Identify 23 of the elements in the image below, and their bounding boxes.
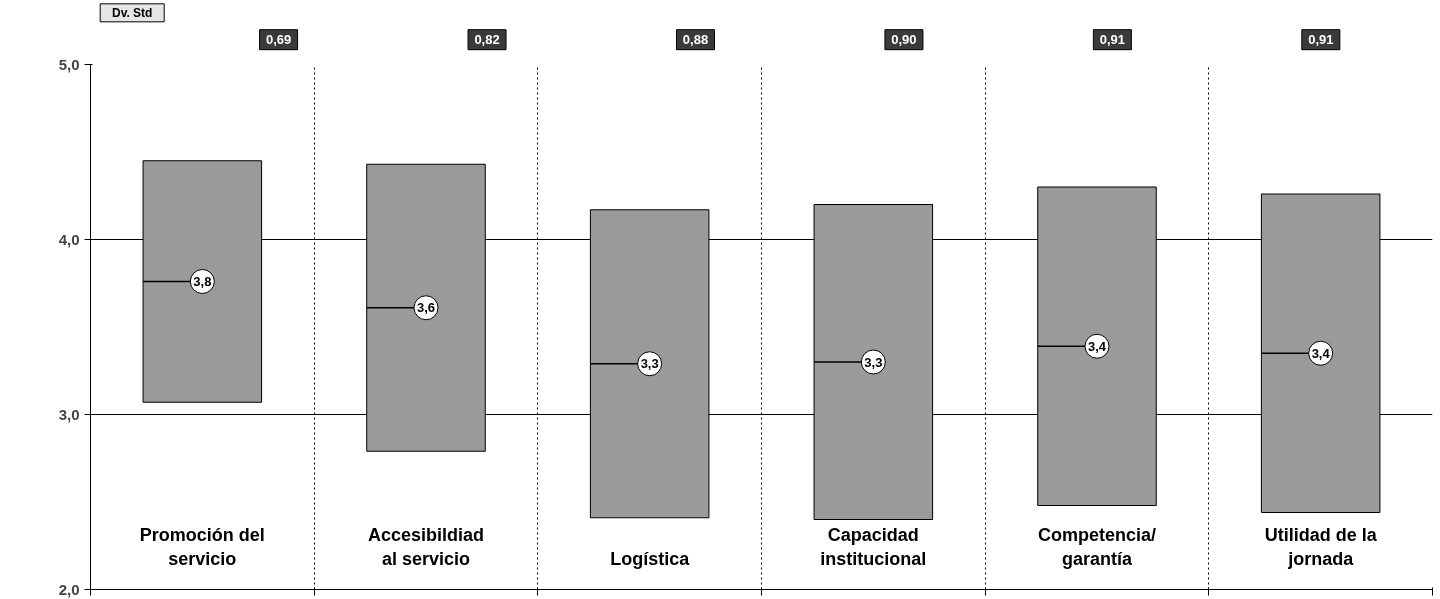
- text: 0,91: [1308, 32, 1334, 48]
- data-label: 3,8: [193, 274, 212, 289]
- text: Dv. Std: [111, 5, 153, 20]
- x-tick-label: Logística: [610, 548, 691, 569]
- x-tick-label: Accesibildiad al servicio: [367, 524, 485, 569]
- data-label: 3,6: [416, 300, 436, 316]
- data-label: 3,3: [864, 354, 883, 370]
- text: 0,82: [474, 32, 500, 48]
- text: 0,69: [265, 32, 292, 48]
- y-tick-label: 3,0: [58, 405, 80, 423]
- y-tick-label: 2,0: [58, 580, 80, 598]
- x-tick-label: Competencia/ garantía: [1037, 524, 1157, 569]
- text: 0,91: [1099, 32, 1126, 48]
- data-label: 3,4: [1311, 345, 1331, 361]
- data-label: 3,3: [640, 356, 659, 372]
- x-tick-label: Promoción del servicio: [139, 524, 265, 569]
- y-tick-label: 4,0: [58, 230, 80, 248]
- x-tick-label: Utilidad de la jornada: [1264, 524, 1378, 569]
- y-tick-label: 5,0: [58, 55, 80, 73]
- text: 0,88: [682, 32, 709, 48]
- text: 0,90: [891, 32, 917, 48]
- data-label: 3,4: [1087, 338, 1107, 354]
- x-tick-label: Capacidad institucional: [820, 524, 927, 569]
